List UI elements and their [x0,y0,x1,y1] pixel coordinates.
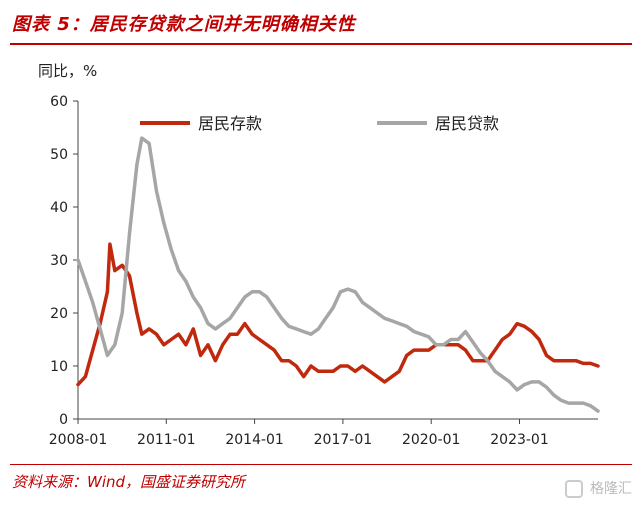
title-rule [10,43,632,45]
watermark-logo-icon [564,480,583,498]
x-tick-label: 2020-01 [402,432,461,448]
x-tick-label: 2008-01 [49,432,108,448]
x-tick-label: 2017-01 [314,432,373,448]
legend-label-2: 居民贷款 [435,114,499,133]
legend-label-1: 居民存款 [198,114,262,133]
series-line-2 [76,136,600,413]
y-tick-label: 60 [50,94,68,110]
y-tick-label: 20 [50,306,68,322]
source-note: 资料来源：Wind，国盛证券研究所 [12,473,246,491]
y-tick-label: 10 [50,359,68,375]
y-tick-label: 0 [59,412,68,428]
line-chart: 0 10 20 30 40 50 60 2008-01 2011-01 2014-01 2017-0… [49,94,600,448]
y-tick-label: 30 [50,253,68,269]
x-tick-label: 2011-01 [137,432,196,448]
x-tick-label: 2014-01 [225,432,284,448]
y-axis-unit: 同比，% [38,62,98,80]
watermark-text: 格隆汇 [590,481,632,497]
series-line-1 [76,242,600,387]
x-tick-label: 2023-01 [490,432,549,448]
y-tick-label: 40 [50,200,68,216]
y-tick-label: 50 [50,147,68,163]
source-rule [10,464,632,465]
figure-title: 图表 5：居民存贷款之间并无明确相关性 [12,14,356,35]
watermark: 格隆汇 [564,478,632,498]
